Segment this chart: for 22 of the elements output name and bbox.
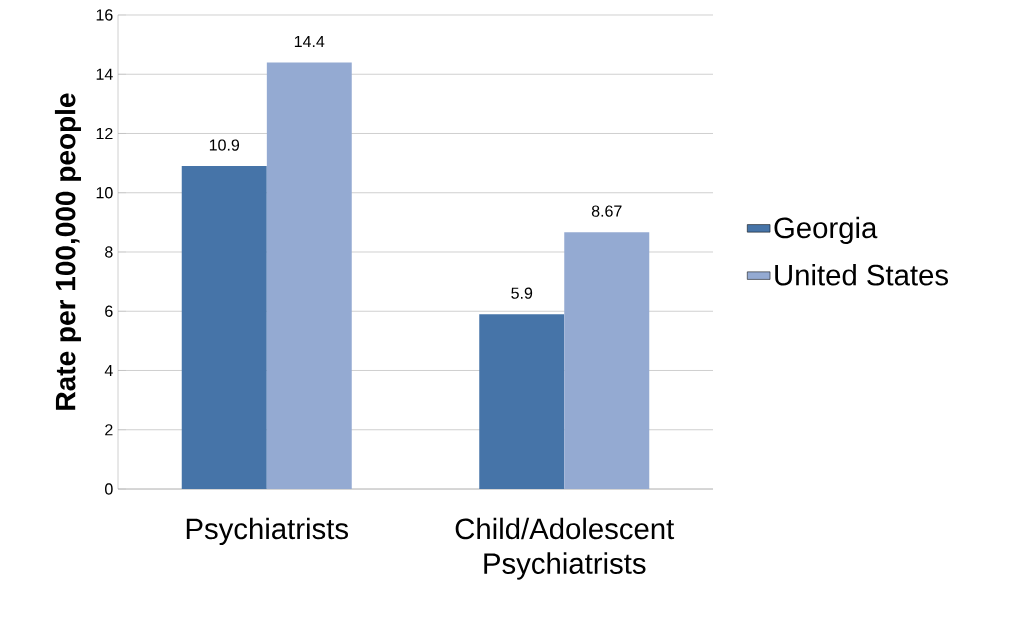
y-tick-label: 4 bbox=[104, 365, 113, 376]
y-axis-title: Rate per 100,000 people bbox=[54, 93, 82, 410]
data-label: 14.4 bbox=[294, 36, 325, 48]
data-label: 10.9 bbox=[209, 139, 240, 151]
x-tick-label: Psychiatrists bbox=[186, 517, 348, 546]
y-tick-label: 6 bbox=[105, 305, 113, 317]
bar bbox=[479, 314, 565, 489]
bar bbox=[564, 232, 650, 489]
y-tick-label: 14 bbox=[96, 68, 113, 80]
bar bbox=[266, 62, 352, 489]
legend-label: Georgia bbox=[774, 216, 878, 245]
data-label: 8.67 bbox=[591, 205, 622, 217]
y-tick-label: 0 bbox=[105, 483, 113, 495]
y-tick-label: 12 bbox=[96, 127, 113, 140]
y-tick-label: 16 bbox=[96, 9, 113, 21]
x-tick-label: Child/Adolescent Psychiatrists bbox=[455, 517, 675, 580]
bar bbox=[181, 166, 267, 489]
legend-label: United States bbox=[775, 263, 948, 286]
y-tick-label: 10 bbox=[96, 187, 113, 199]
data-label: 5.9 bbox=[511, 287, 533, 299]
y-tick-label: 2 bbox=[105, 424, 113, 436]
y-tick-label: 8 bbox=[105, 246, 113, 258]
